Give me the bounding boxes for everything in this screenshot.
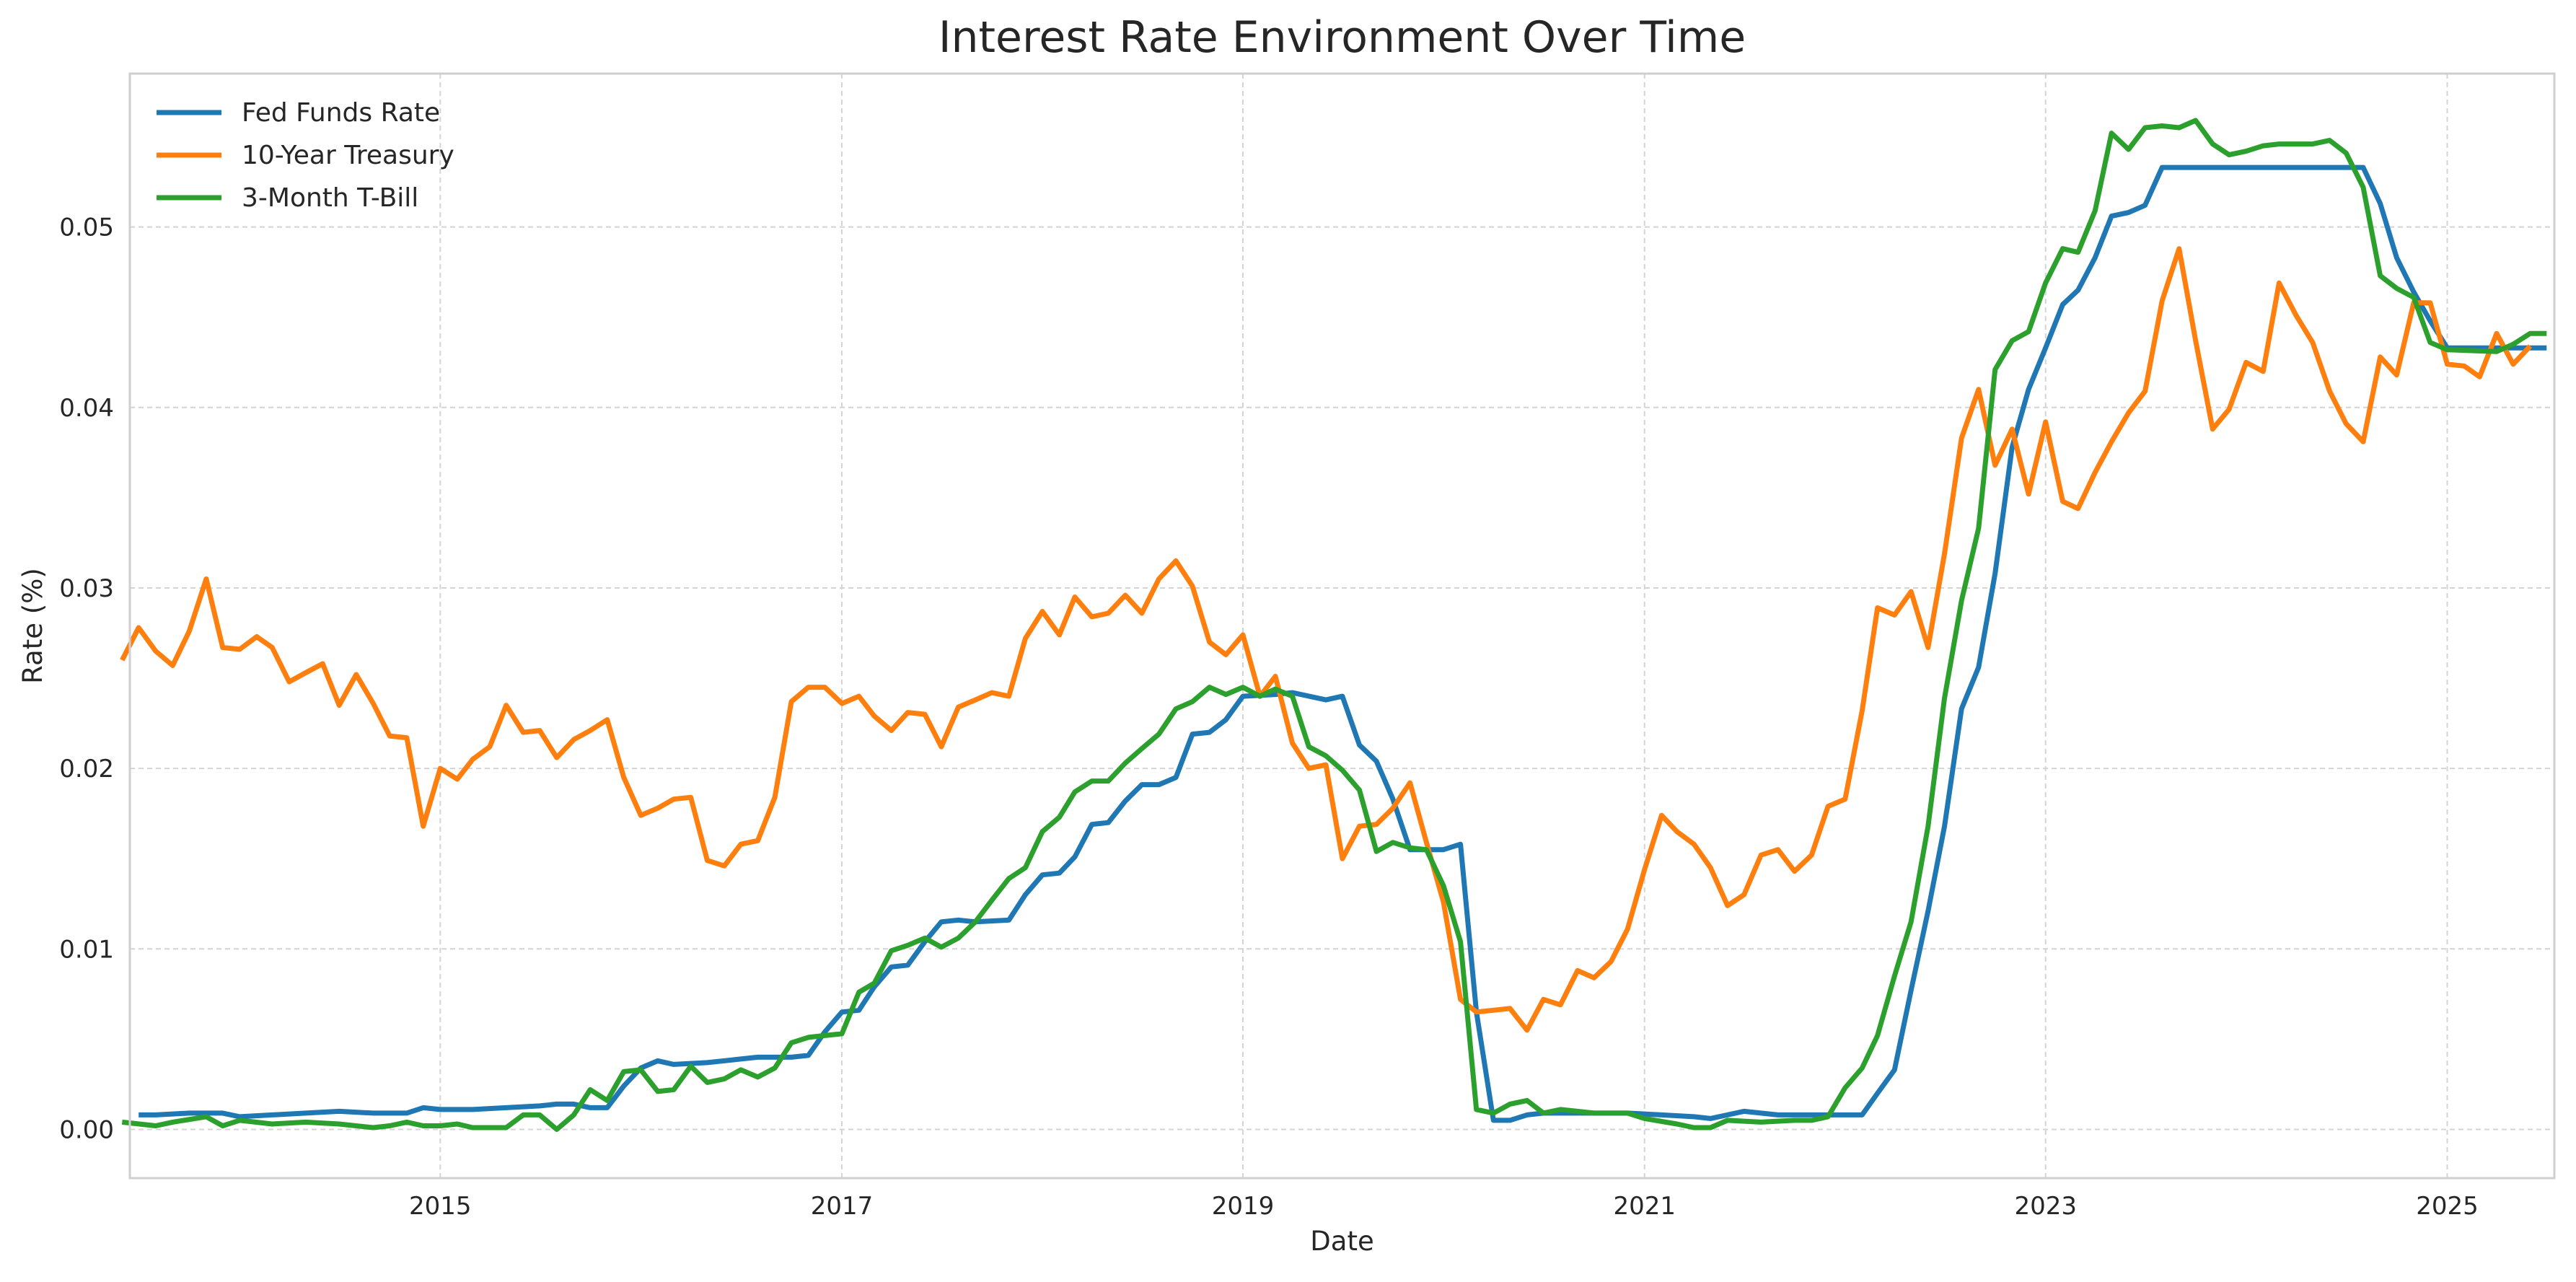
x-tick-label: 2019 xyxy=(1212,1192,1275,1221)
y-tick-label: 0.05 xyxy=(59,214,114,242)
legend-label-3: 3-Month T-Bill xyxy=(242,183,418,213)
x-axis-label: Date xyxy=(1310,1226,1373,1257)
plot-frame xyxy=(128,72,2556,1180)
y-tick-label: 0.00 xyxy=(59,1115,114,1144)
series-line-3 xyxy=(121,118,2547,1132)
y-axis-label: Rate (%) xyxy=(17,568,48,684)
legend-label-2: 10-Year Treasury xyxy=(242,141,454,170)
legend: Fed Funds Rate 10-Year Treasury 3-Month T-… xyxy=(157,98,454,213)
y-tick-label: 0.01 xyxy=(59,935,114,964)
series-line-2 xyxy=(120,246,2533,1033)
x-tick-label: 2025 xyxy=(2416,1192,2479,1221)
y-tick-label: 0.03 xyxy=(59,574,114,603)
x-tick-label: 2015 xyxy=(409,1192,472,1221)
x-tick-label: 2023 xyxy=(2014,1192,2077,1221)
x-tick-label: 2017 xyxy=(811,1192,874,1221)
series-line-1 xyxy=(139,164,2547,1123)
x-tick-label: 2021 xyxy=(1614,1192,1676,1221)
x-tick-labels: 2015 2017 2019 2021 2023 2025 xyxy=(409,1192,2479,1221)
y-tick-labels: 0.00 0.01 0.02 0.03 0.04 0.05 xyxy=(59,214,114,1145)
chart-title: Interest Rate Environment Over Time xyxy=(938,12,1746,63)
series-layer xyxy=(120,118,2547,1132)
legend-label-1: Fed Funds Rate xyxy=(242,98,440,128)
y-tick-label: 0.04 xyxy=(59,394,114,423)
y-tick-label: 0.02 xyxy=(59,755,114,783)
